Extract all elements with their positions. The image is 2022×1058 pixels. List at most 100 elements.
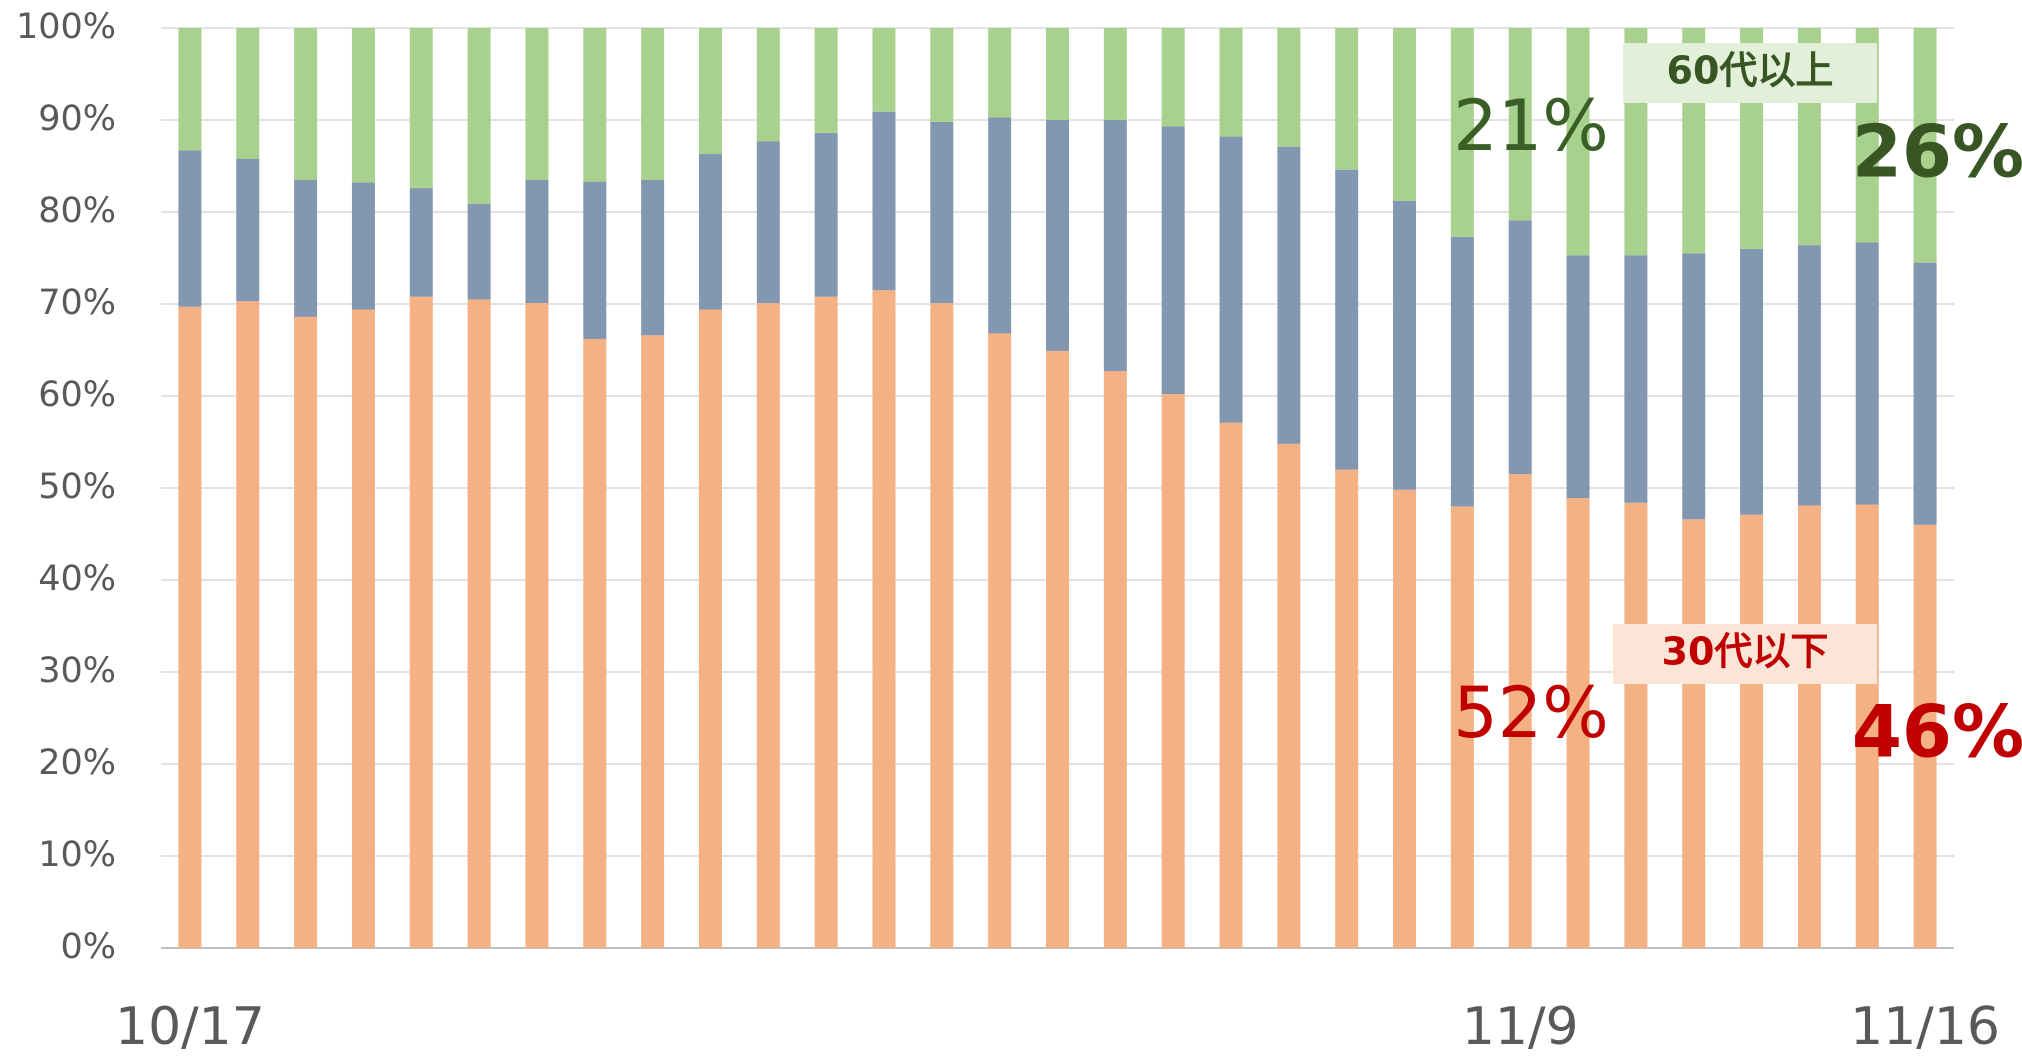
bar-segment	[1508, 28, 1532, 221]
bar-segment	[525, 28, 549, 180]
bar-segment	[467, 203, 491, 300]
bar-segment	[1335, 469, 1359, 948]
bar-segment	[525, 303, 549, 949]
y-tick-label: 90%	[38, 99, 116, 139]
bar-segment	[641, 179, 665, 336]
bar-segment	[1103, 371, 1127, 948]
bar-segment	[988, 333, 1012, 948]
y-tick-label: 80%	[38, 191, 116, 231]
bar-segment	[1277, 28, 1301, 147]
bar-segment	[583, 181, 607, 339]
bar-segment	[409, 188, 433, 297]
bar-segment	[525, 179, 549, 304]
bar-segment	[988, 28, 1012, 118]
bar-segment	[988, 117, 1012, 334]
annotation-box	[1623, 43, 1877, 103]
bar-segment	[872, 28, 896, 112]
y-tick-label: 0%	[60, 927, 116, 967]
bar-segment	[467, 28, 491, 204]
bar-segment	[930, 28, 954, 122]
bar-segment	[1450, 236, 1474, 507]
bar-segment	[178, 28, 202, 151]
bar-segment	[1682, 519, 1706, 948]
bar-segment	[641, 335, 665, 948]
bar-segment	[236, 301, 260, 948]
bar-segment	[930, 303, 954, 949]
x-tick-label: 10/17	[115, 997, 265, 1057]
annotation: 30代以下	[1662, 630, 1829, 674]
bar-segment	[1508, 220, 1532, 475]
bar-segment	[872, 111, 896, 291]
annotation-box	[1613, 624, 1877, 684]
bar-segment	[1566, 28, 1590, 256]
bar-segment	[1508, 474, 1532, 948]
bar-segment	[1566, 498, 1590, 948]
bar-segment	[583, 338, 607, 949]
bar-segment	[294, 179, 318, 317]
bar-segment	[236, 28, 260, 159]
bar-segment	[1161, 28, 1185, 127]
bar-segment	[698, 154, 722, 310]
bar-segment	[872, 290, 896, 948]
bar-segment	[351, 28, 375, 183]
y-tick-label: 100%	[16, 7, 116, 47]
bar-segment	[178, 150, 202, 307]
y-tick-label: 50%	[38, 467, 116, 507]
bar-segment	[1103, 28, 1127, 120]
bar-segment	[1103, 120, 1127, 372]
bar-segment	[1450, 28, 1474, 237]
bar-segment	[814, 132, 838, 297]
y-tick-label: 60%	[38, 375, 116, 415]
bar-segment	[641, 28, 665, 180]
y-tick-label: 10%	[38, 835, 116, 875]
x-tick-label: 11/16	[1850, 997, 2000, 1057]
bar-segment	[1393, 28, 1417, 201]
annotation: 52%	[1453, 672, 1609, 754]
y-tick-label: 40%	[38, 559, 116, 599]
bar-segment	[1624, 502, 1648, 948]
bar-segment	[1335, 28, 1359, 170]
bar-segment	[1450, 506, 1474, 948]
bar-segment	[1161, 394, 1185, 948]
bar-segment	[351, 309, 375, 948]
y-tick-label: 70%	[38, 283, 116, 323]
bar-segment	[1855, 504, 1879, 948]
bar-segment	[1219, 136, 1243, 423]
bar-segment	[1046, 120, 1069, 351]
bar-segment	[467, 299, 491, 948]
bar-segment	[1277, 146, 1301, 444]
bar-segment	[1740, 514, 1764, 948]
x-tick-label: 11/9	[1462, 997, 1579, 1057]
bar-segment	[409, 28, 433, 189]
bar-segment	[1682, 253, 1706, 520]
bar-segment	[1219, 422, 1243, 948]
y-tick-label: 30%	[38, 651, 116, 691]
bar-segment	[814, 28, 838, 133]
y-tick-label: 20%	[38, 743, 116, 783]
bar-segment	[1855, 242, 1879, 505]
bar-segment	[409, 296, 433, 948]
annotation: 46%	[1852, 690, 2022, 774]
bar-segment	[1277, 443, 1301, 948]
bar-segment	[1566, 255, 1590, 499]
bar-segment	[1740, 248, 1764, 515]
bar-segment	[1913, 28, 1937, 263]
bar-segment	[1797, 505, 1821, 948]
bar-segment	[698, 309, 722, 948]
bar-segment	[1913, 262, 1937, 525]
bar-segment	[294, 28, 318, 180]
bar-segment	[814, 296, 838, 948]
bar-segment	[1219, 28, 1243, 137]
bar-segment	[1393, 200, 1417, 490]
bar-segment	[236, 158, 260, 302]
bar-segment	[1335, 169, 1359, 470]
bar-segment	[756, 303, 780, 949]
annotation: 21%	[1453, 85, 1609, 167]
bar-segment	[583, 28, 607, 182]
bar-segment	[1046, 350, 1069, 948]
annotation: 60代以上	[1667, 49, 1834, 93]
annotation: 26%	[1852, 110, 2022, 194]
bar-segment	[1797, 245, 1821, 506]
bar-segment	[351, 182, 375, 310]
